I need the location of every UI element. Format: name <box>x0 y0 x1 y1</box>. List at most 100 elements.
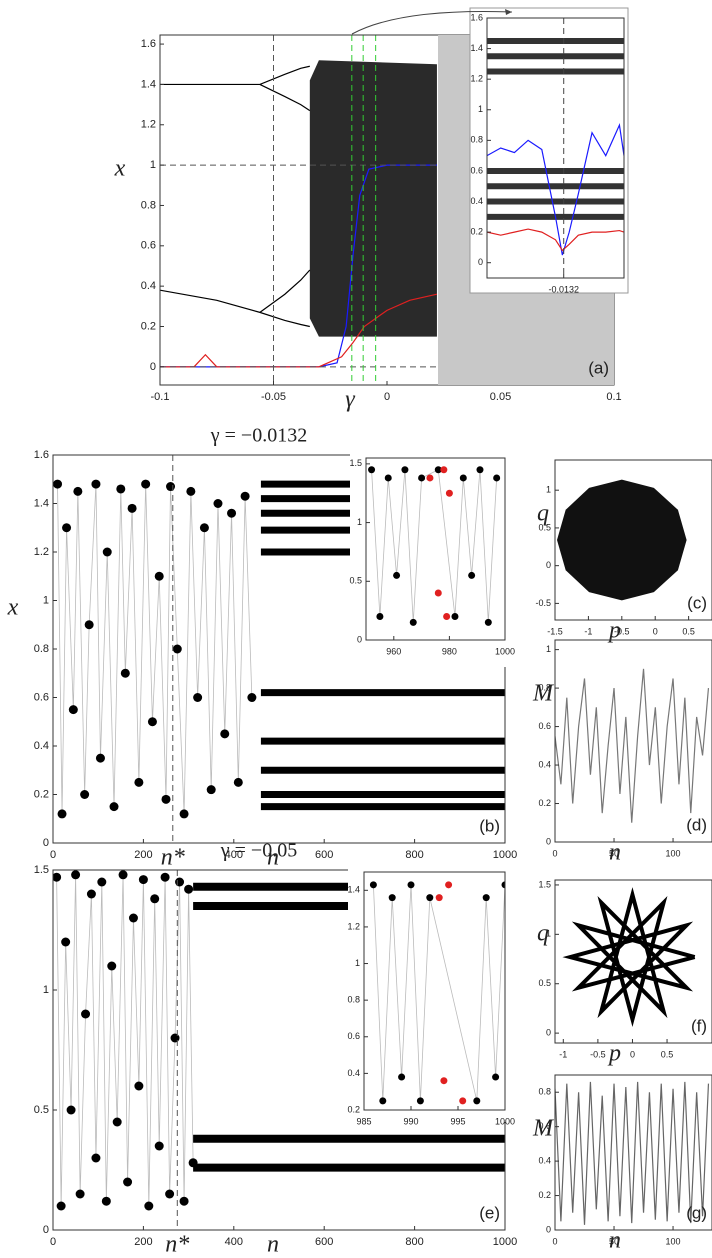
x-axis-label: γ <box>345 387 355 413</box>
point <box>53 872 62 882</box>
plot-area <box>555 668 710 823</box>
y-tick-label: 1.6 <box>141 38 156 50</box>
x-tick-label: -1 <box>559 1049 567 1059</box>
point <box>84 620 94 630</box>
x-tick-label: 0.5 <box>682 626 695 636</box>
x-tick-label: -0.5 <box>590 1049 606 1059</box>
line <box>487 228 624 252</box>
point <box>112 1117 122 1127</box>
x-axis-label: n <box>609 1228 621 1254</box>
x-tick-label: 600 <box>315 1236 333 1248</box>
x-axis-label: p <box>607 1041 621 1067</box>
arrow-head <box>505 9 512 15</box>
y-tick-label: 0.8 <box>538 682 551 692</box>
x-tick-label: 0 <box>552 1236 557 1246</box>
point <box>179 1196 189 1206</box>
y-tick-label: 1.5 <box>538 879 551 889</box>
y-tick-label: 0 <box>357 634 362 644</box>
y-tick-label: 0 <box>43 837 49 849</box>
axes-frame <box>363 871 506 1111</box>
point <box>398 1073 406 1081</box>
x-tick-label: 200 <box>134 849 152 861</box>
x-tick-label: -1.5 <box>547 626 563 636</box>
point <box>384 474 392 482</box>
x-tick-label: 0 <box>50 1236 56 1248</box>
point <box>435 894 443 902</box>
y-tick-label: 0.4 <box>538 1155 551 1165</box>
point <box>172 644 182 654</box>
point <box>220 729 230 739</box>
y-tick-label: 0.8 <box>538 1087 551 1097</box>
y-tick-label: 0.5 <box>349 576 362 586</box>
y-tick-label: 0.6 <box>538 1121 551 1131</box>
point <box>247 693 257 702</box>
y-tick-label: 1 <box>546 644 551 654</box>
x-tick-label: -0.1 <box>151 391 170 403</box>
point <box>80 790 90 799</box>
point <box>445 489 453 497</box>
y-tick-label: 1 <box>357 517 362 527</box>
y-tick-label: 1.6 <box>470 12 483 22</box>
y-tick-label: 0.2 <box>34 788 49 800</box>
line <box>259 269 311 313</box>
point <box>57 809 67 819</box>
y-tick-label: 1.2 <box>470 74 483 84</box>
plot-area <box>562 887 696 1028</box>
connector <box>56 874 194 1207</box>
reference-label: n* <box>165 1232 189 1258</box>
point <box>393 571 401 579</box>
panel-label: (d) <box>686 815 707 834</box>
x-tick-label: 400 <box>225 849 243 861</box>
x-tick-label: 0.05 <box>490 391 511 403</box>
point <box>492 1073 500 1081</box>
y-tick-label: 0 <box>546 1224 551 1234</box>
y-tick-label: 0.5 <box>538 522 551 532</box>
line <box>555 1081 710 1225</box>
point <box>445 881 453 889</box>
y-tick-label: 0.2 <box>538 798 551 808</box>
point <box>138 875 148 885</box>
y-tick-label: 0.8 <box>141 199 156 211</box>
x-tick-label: 985 <box>356 1116 371 1126</box>
point <box>75 1189 85 1199</box>
y-axis-label: x <box>114 156 126 182</box>
point <box>154 1141 164 1151</box>
point <box>434 466 442 474</box>
point <box>416 1097 424 1105</box>
y-axis-label: q <box>537 921 549 947</box>
y-tick-label: 1.6 <box>34 449 49 461</box>
point <box>440 466 448 474</box>
point <box>484 618 492 626</box>
axes-frame <box>554 1074 712 1231</box>
point <box>368 466 376 474</box>
point <box>128 913 138 923</box>
point <box>434 589 442 597</box>
x-tick-label: 800 <box>405 849 423 861</box>
x-tick-label: 100 <box>666 1236 681 1246</box>
line <box>160 289 310 328</box>
y-tick-label: 0.6 <box>347 1031 360 1041</box>
y-axis-label: M <box>532 681 555 707</box>
point <box>134 1081 144 1091</box>
point <box>443 613 451 621</box>
plot-area <box>555 1081 710 1225</box>
point <box>379 1097 387 1105</box>
x-tick-label: 50 <box>609 848 619 858</box>
point <box>71 870 81 880</box>
point <box>206 785 216 795</box>
y-tick-label: 0.8 <box>34 643 49 655</box>
point <box>107 961 117 971</box>
chart-title: γ = −0.0132 <box>210 425 307 447</box>
point <box>407 881 415 889</box>
y-tick-label: 0 <box>546 1027 551 1037</box>
plot-area <box>557 479 687 601</box>
point <box>199 523 209 533</box>
y-tick-label: 0.2 <box>347 1104 360 1114</box>
y-axis-label: M <box>532 1116 555 1142</box>
x-tick-label: 100 <box>666 848 681 858</box>
point <box>147 717 157 727</box>
point <box>123 1177 133 1187</box>
y-tick-label: 1.5 <box>349 458 362 468</box>
line <box>160 164 437 368</box>
line <box>487 122 624 256</box>
